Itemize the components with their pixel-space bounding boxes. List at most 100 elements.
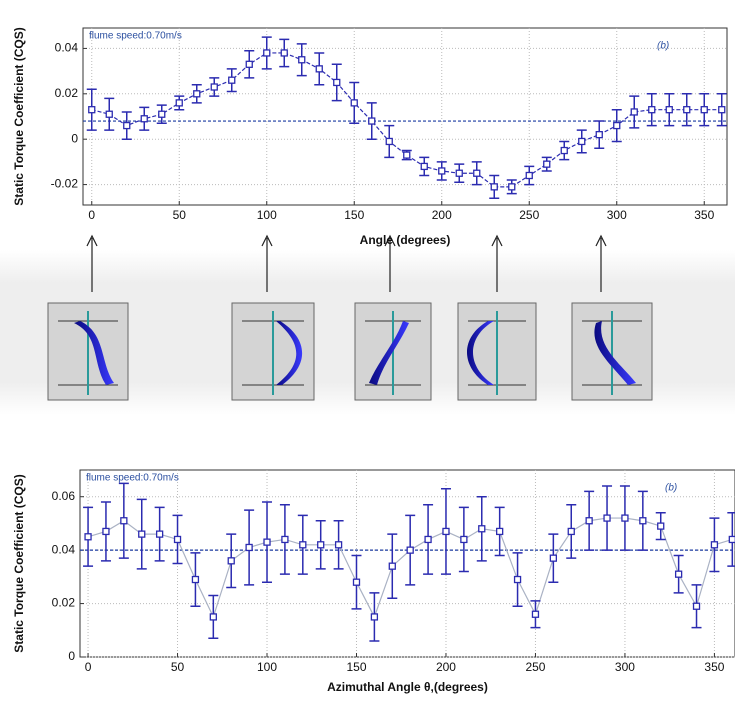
marker xyxy=(155,530,164,538)
plot-area xyxy=(82,27,728,206)
marker xyxy=(173,535,182,544)
marker xyxy=(478,525,486,533)
marker xyxy=(549,554,558,562)
marker xyxy=(683,106,691,114)
marker xyxy=(692,602,701,610)
x-tick-label: 350 xyxy=(704,660,724,674)
marker xyxy=(88,106,96,114)
x-tick-label: 0 xyxy=(88,208,95,222)
marker xyxy=(603,514,611,522)
marker xyxy=(508,183,516,191)
marker xyxy=(333,78,341,87)
marker xyxy=(317,541,325,549)
marker xyxy=(298,56,306,64)
marker xyxy=(406,546,414,554)
marker xyxy=(263,49,271,57)
marker xyxy=(388,562,396,570)
y-tick-label: 0 xyxy=(68,649,75,663)
y-tick-label: 0.04 xyxy=(52,542,76,556)
marker xyxy=(496,527,504,536)
marker xyxy=(578,137,586,146)
marker xyxy=(245,60,253,68)
marker xyxy=(370,613,379,621)
marker xyxy=(438,167,446,175)
y-axis-label: Static Torque Coefficient (CQS) xyxy=(12,474,26,652)
marker xyxy=(123,121,131,130)
marker xyxy=(442,527,450,536)
annotation: (b) xyxy=(657,41,669,52)
marker xyxy=(140,115,148,123)
x-tick-label: 150 xyxy=(346,660,366,674)
x-tick-label: 150 xyxy=(344,208,364,222)
x-tick-label: 0 xyxy=(85,660,92,674)
marker xyxy=(710,541,719,549)
marker xyxy=(700,106,708,114)
marker xyxy=(403,151,411,159)
marker xyxy=(315,65,323,73)
marker xyxy=(102,527,110,536)
marker xyxy=(613,121,621,130)
marker xyxy=(460,535,468,544)
marker xyxy=(513,575,522,584)
marker xyxy=(665,106,673,114)
marker xyxy=(674,570,683,578)
marker xyxy=(120,517,128,525)
annotation: flume speed:0.70m/s xyxy=(89,31,182,42)
series-group xyxy=(83,482,735,642)
y-tick-label: 0.06 xyxy=(52,489,76,503)
x-tick-label: 50 xyxy=(171,660,185,674)
chart: 0 0.02 0.04 0.06 0 50 100 150 200 250 300 350 Azimut… xyxy=(12,469,735,694)
marker xyxy=(227,557,235,565)
marker xyxy=(209,613,217,621)
y-tick-label: 0.04 xyxy=(55,41,79,55)
marker xyxy=(138,530,146,538)
marker xyxy=(585,517,593,525)
marker xyxy=(105,110,113,118)
x-tick-label: 350 xyxy=(694,208,714,222)
y-tick-label: 0 xyxy=(71,131,78,145)
marker xyxy=(352,578,361,586)
marker xyxy=(455,169,463,177)
x-tick-label: 100 xyxy=(257,208,277,222)
marker xyxy=(567,527,575,536)
marker xyxy=(490,183,498,191)
x-tick-label: 300 xyxy=(607,208,627,222)
marker xyxy=(299,541,307,549)
x-axis-label: Angle (degrees) xyxy=(360,233,451,247)
marker xyxy=(531,610,540,618)
marker xyxy=(728,535,735,544)
x-tick-label: 50 xyxy=(173,208,187,222)
marker xyxy=(473,169,481,177)
marker xyxy=(245,543,253,552)
marker xyxy=(84,533,92,541)
y-tick-label: 0.02 xyxy=(52,596,76,610)
chart: -0.02 0 0.02 0.04 0 50 100 150 200 250 300 350 Angle… xyxy=(12,27,728,247)
marker xyxy=(560,146,568,155)
marker xyxy=(424,535,432,544)
x-tick-label: 200 xyxy=(436,660,456,674)
marker xyxy=(385,137,393,146)
turbine-panels xyxy=(47,302,653,401)
marker xyxy=(648,106,656,114)
x-tick-label: 200 xyxy=(432,208,452,222)
y-tick-label: 0.02 xyxy=(55,86,79,100)
series-group xyxy=(86,36,727,199)
marker xyxy=(525,171,533,180)
marker xyxy=(175,99,183,107)
marker xyxy=(657,522,665,530)
y-tick-label: -0.02 xyxy=(51,177,79,191)
marker xyxy=(621,514,629,522)
marker xyxy=(228,76,236,84)
marker xyxy=(595,131,603,139)
marker xyxy=(543,160,551,168)
marker xyxy=(281,535,289,544)
annotation: flume speed:0.70m/s xyxy=(86,473,179,484)
arrows xyxy=(86,234,607,292)
marker xyxy=(210,83,218,91)
x-tick-label: 250 xyxy=(525,660,545,674)
x-tick-label: 100 xyxy=(257,660,277,674)
marker xyxy=(630,108,638,116)
marker xyxy=(718,106,726,114)
marker xyxy=(420,162,428,171)
